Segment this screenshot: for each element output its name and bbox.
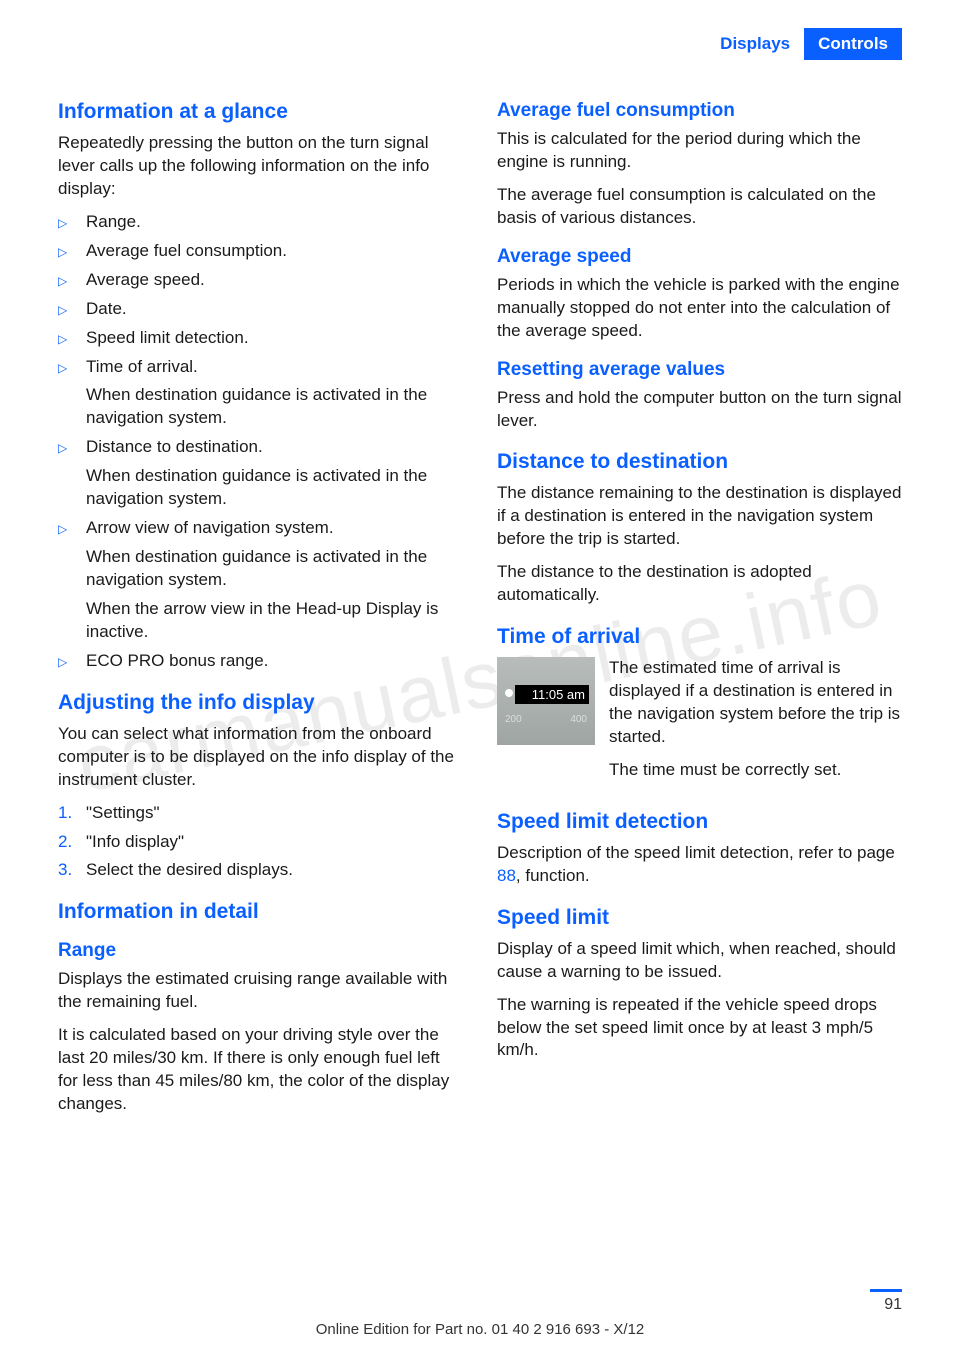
sld-pre: Description of the speed limit detection… [497,843,895,862]
arrival-dot-icon [505,689,513,697]
scale-right: 400 [570,714,587,725]
steps-list: 1. "Settings" 2. "Info display" 3. Select t… [58,802,463,883]
para-dist1: The distance remaining to the destinatio… [497,482,902,551]
list-sub: When destination guidance is activated i… [86,546,463,592]
page-number: 91 [884,1296,902,1314]
list-item: ▷ Average speed. [58,269,463,292]
heading-distance: Distance to destination [497,450,902,474]
para-range1: Displays the estimated cruising range av… [58,968,463,1014]
list-text: Date. [86,299,127,318]
left-column: Information at a glance Repeatedly press… [58,100,463,1126]
footer-text: Online Edition for Part no. 01 40 2 916 … [0,1321,960,1338]
heading-info-glance: Information at a glance [58,100,463,124]
list-text: Average fuel consumption. [86,241,287,260]
content: Information at a glance Repeatedly press… [58,100,902,1126]
para-reset: Press and hold the computer button on th… [497,387,902,433]
bullet-icon: ▷ [58,440,67,456]
list-item: ▷ Speed limit detection. [58,327,463,350]
step-text: "Settings" [86,803,160,822]
page-accent-bar [870,1289,902,1292]
para-adjusting: You can select what information from the… [58,723,463,792]
bullet-list: ▷ Range. ▷ Average fuel consumption. ▷ Aver… [58,211,463,673]
list-text: Range. [86,212,141,231]
arrival-block: 11:05 am 200 400 The estimated time of a… [497,657,902,792]
para-dist2: The distance to the destination is adopt… [497,561,902,607]
step-number: 3. [58,859,72,882]
para-sl1: Display of a speed limit which, when rea… [497,938,902,984]
list-item: 3. Select the desired displays. [58,859,463,882]
list-text: Average speed. [86,270,205,289]
para-sld: Description of the speed limit detection… [497,842,902,888]
heading-arrival: Time of arrival [497,625,902,649]
right-column: Average fuel consumption This is calcula… [497,100,902,1126]
bullet-icon: ▷ [58,654,67,670]
heading-avg-speed: Average speed [497,246,902,268]
list-item: 1. "Settings" [58,802,463,825]
bullet-icon: ▷ [58,215,67,231]
tab-controls: Controls [804,28,902,60]
para-sl2: The warning is repeated if the vehicle s… [497,994,902,1063]
para-arrival1: The estimated time of arrival is display… [609,657,902,749]
bullet-icon: ▷ [58,244,67,260]
list-sub: When destination guidance is activated i… [86,384,463,430]
list-text: Time of arrival. [86,357,198,376]
list-text: ECO PRO bonus range. [86,651,268,670]
list-item: 2. "Info display" [58,831,463,854]
heading-detail: Information in detail [58,900,463,924]
heading-range: Range [58,940,463,962]
step-text: Select the desired displays. [86,860,293,879]
heading-avg-fuel: Average fuel consumption [497,100,902,122]
bullet-icon: ▷ [58,331,67,347]
list-item: ▷ Arrow view of navigation system. When de… [58,517,463,644]
para-avg-fuel2: The average fuel consumption is calculat… [497,184,902,230]
heading-reset: Resetting average values [497,359,902,381]
list-text: Speed limit detection. [86,328,249,347]
list-item: ▷ Distance to destination. When destinatio… [58,436,463,511]
arrival-scale: 200 400 [505,714,587,725]
heading-sl: Speed limit [497,906,902,930]
list-text: Distance to destination. [86,437,263,456]
heading-adjusting: Adjusting the info display [58,691,463,715]
tab-displays: Displays [706,28,804,60]
para-arrival2: The time must be correctly set. [609,759,902,782]
bullet-icon: ▷ [58,273,67,289]
list-sub: When destination guidance is activated i… [86,465,463,511]
para-avg-speed: Periods in which the vehicle is parked w… [497,274,902,343]
sld-post: , function. [516,866,590,885]
scale-left: 200 [505,714,522,725]
header-tabs: Displays Controls [706,28,902,60]
list-item: ▷ Average fuel consumption. [58,240,463,263]
bullet-icon: ▷ [58,521,67,537]
step-number: 2. [58,831,72,854]
sld-link[interactable]: 88 [497,866,516,885]
arrival-text: The estimated time of arrival is display… [609,657,902,792]
para-info-glance: Repeatedly pressing the button on the tu… [58,132,463,201]
list-text: Arrow view of navigation system. [86,518,334,537]
step-number: 1. [58,802,72,825]
list-item: ▷ Date. [58,298,463,321]
arrival-image: 11:05 am 200 400 [497,657,595,745]
heading-sld: Speed limit detection [497,810,902,834]
bullet-icon: ▷ [58,302,67,318]
bullet-icon: ▷ [58,360,67,376]
para-avg-fuel1: This is calculated for the period during… [497,128,902,174]
list-item: ▷ ECO PRO bonus range. [58,650,463,673]
list-item: ▷ Time of arrival. When destination guidan… [58,356,463,431]
list-item: ▷ Range. [58,211,463,234]
para-range2: It is calculated based on your driving s… [58,1024,463,1116]
list-sub: When the arrow view in the Head-up Displ… [86,598,463,644]
arrival-time-box: 11:05 am [515,685,589,704]
step-text: "Info display" [86,832,184,851]
